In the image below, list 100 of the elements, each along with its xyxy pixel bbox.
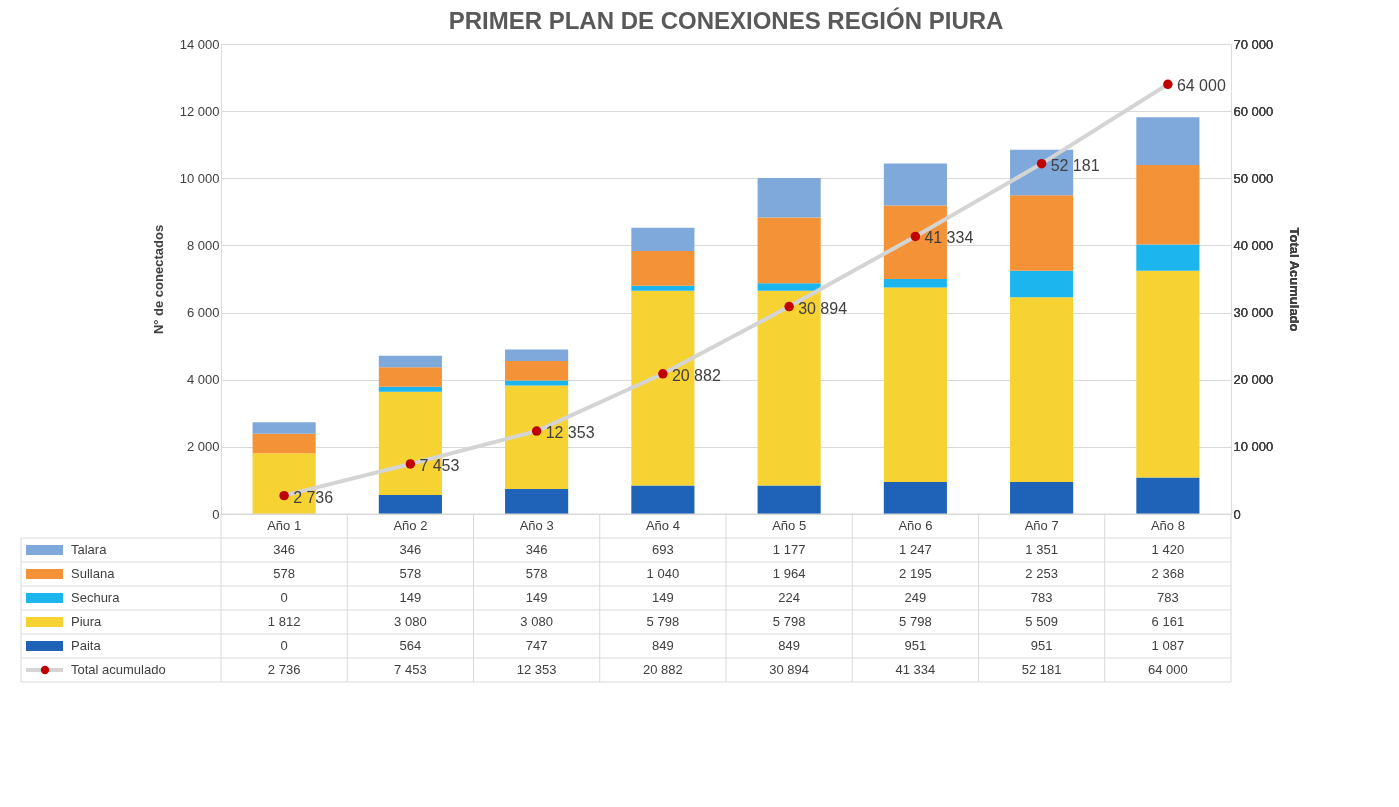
bar <box>1136 477 1200 514</box>
bar <box>378 386 442 392</box>
point <box>658 369 668 379</box>
y-axis-title: N° de conectados <box>150 224 166 335</box>
data-label: 2 736 <box>267 662 301 677</box>
y-tick-label: 14 000 <box>179 36 220 52</box>
point <box>1036 158 1047 169</box>
data-label: 0 <box>280 638 288 653</box>
y2-tick-label: 70 000 <box>1233 36 1274 52</box>
bar <box>1010 270 1074 298</box>
data-label: 149 <box>652 590 674 605</box>
data-label: 5 798 <box>772 614 806 629</box>
data-label: 2 253 <box>1025 566 1058 581</box>
data-label: 951 <box>1030 638 1053 653</box>
bar <box>883 205 947 280</box>
text: 41 334 <box>924 229 974 247</box>
bar <box>378 355 442 368</box>
data-label: 64 000 <box>1147 662 1188 677</box>
data-label: 1 812 <box>267 614 301 629</box>
data-label: 0 <box>280 590 288 605</box>
y-tick-label: 6 000 <box>186 305 220 321</box>
x-tick-label: Año 5 <box>772 517 807 533</box>
data-label: 1 040 <box>646 566 680 581</box>
y-tick-label: 4 000 <box>186 372 220 388</box>
x-tick-label: Año 3 <box>519 517 554 533</box>
data-label: 783 <box>1157 590 1179 605</box>
data-label: 1 964 <box>772 566 806 581</box>
data-label: 747 <box>525 638 548 653</box>
data-label: 564 <box>399 638 422 653</box>
bar <box>1136 117 1200 165</box>
data-label: 52 181 <box>1021 662 1062 677</box>
bar <box>1136 270 1200 478</box>
legend-label: Sechura <box>71 590 121 605</box>
data-label: 1 177 <box>772 542 806 557</box>
legend-label: Sullana <box>71 566 116 581</box>
bar <box>631 290 695 486</box>
y2-tick-label: 30 000 <box>1233 305 1274 321</box>
x-tick-label: Año 4 <box>645 517 680 533</box>
bar <box>757 485 821 514</box>
x-tick-label: Año 1 <box>267 517 302 533</box>
y2-tick-label: 40 000 <box>1233 237 1274 253</box>
bar <box>505 380 569 386</box>
bar <box>757 283 821 291</box>
y2-tick-label: 10 000 <box>1233 439 1274 455</box>
data-label: 783 <box>1030 590 1053 605</box>
point <box>531 426 542 436</box>
y-tick-label: 8 000 <box>186 237 220 253</box>
point <box>279 490 289 501</box>
bar <box>505 349 569 362</box>
legend-label: Total acumulado <box>71 662 166 677</box>
legend-label: Paita <box>71 638 102 653</box>
y2-tick-label: 20 000 <box>1233 372 1274 388</box>
data-label: 1 087 <box>1151 638 1185 653</box>
data-label: 1 247 <box>899 542 932 557</box>
data-label: 149 <box>525 590 548 605</box>
text: 12 353 <box>545 424 595 442</box>
data-label: 5 798 <box>899 614 932 629</box>
bar <box>883 163 947 206</box>
legend-label: Piura <box>71 614 103 629</box>
bar <box>883 279 947 288</box>
data-label: 3 080 <box>520 614 553 629</box>
data-label: 1 420 <box>1151 542 1185 557</box>
point <box>784 301 794 312</box>
bar <box>252 433 316 454</box>
data-label: 2 368 <box>1151 566 1185 581</box>
y2-axis-title: Total Acumulado <box>1287 227 1303 332</box>
bar <box>757 217 821 284</box>
data-label: 149 <box>399 590 422 605</box>
y2-tick-label: 60 000 <box>1233 103 1274 119</box>
data-label: 2 195 <box>899 566 932 581</box>
bar <box>883 287 947 483</box>
data-label: 5 509 <box>1025 614 1058 629</box>
y2-tick-label: 50 000 <box>1233 170 1274 186</box>
y-tick-label: 12 000 <box>179 103 220 119</box>
data-label: 849 <box>652 638 674 653</box>
point <box>1163 79 1173 90</box>
bar <box>1010 482 1074 514</box>
data-label: 578 <box>273 566 295 581</box>
bar <box>505 488 569 514</box>
legend-label: Talara <box>71 542 108 557</box>
y-tick-label: 0 <box>212 506 220 522</box>
x-tick-label: Año 8 <box>1150 517 1185 533</box>
data-label: 346 <box>525 542 548 557</box>
chart-title: PRIMER PLAN DE CONEXIONES REGIÓN PIURA <box>448 7 1004 34</box>
text: 52 181 <box>1050 156 1100 174</box>
bar <box>378 495 442 514</box>
text: 30 894 <box>798 299 848 317</box>
bar <box>631 285 695 291</box>
data-label: 578 <box>399 566 422 581</box>
bar <box>378 367 442 387</box>
x-tick-label: Año 7 <box>1024 517 1059 533</box>
bar <box>1010 297 1074 483</box>
data-label: 12 353 <box>516 662 557 677</box>
bar <box>883 482 947 514</box>
y-tick-label: 10 000 <box>179 170 220 186</box>
data-label: 7 453 <box>394 662 427 677</box>
data-label: 224 <box>778 590 800 605</box>
data-label: 693 <box>652 542 674 557</box>
bar <box>757 290 821 486</box>
bar <box>1136 164 1200 245</box>
